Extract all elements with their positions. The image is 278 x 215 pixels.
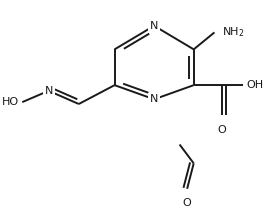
Text: N: N — [150, 94, 158, 104]
Text: OH: OH — [247, 80, 264, 90]
Text: O: O — [218, 125, 226, 135]
Text: HO: HO — [1, 97, 19, 107]
Text: NH$_2$: NH$_2$ — [222, 26, 245, 39]
Text: N: N — [44, 86, 53, 96]
Text: N: N — [150, 21, 158, 31]
Text: O: O — [183, 198, 192, 208]
